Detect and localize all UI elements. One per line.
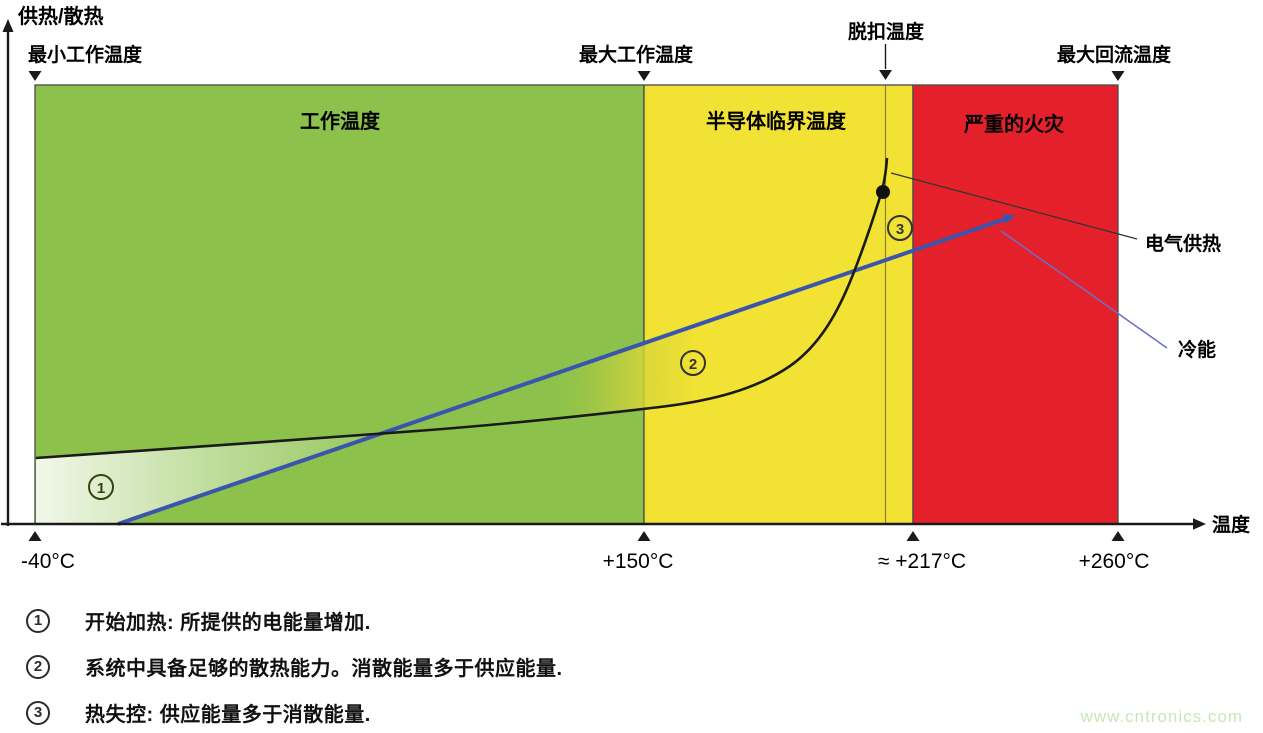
- y-axis-label: 供热/散热: [17, 4, 104, 28]
- x-tick-217: ≈ +217°C: [878, 550, 966, 573]
- legend-2-text: 系统中具备足够的散热能力。消散能量多于供应能量.: [85, 658, 563, 680]
- marker-min-operating-icon: [28, 71, 42, 81]
- annotation-1: 1: [88, 474, 114, 500]
- tick-minus40-icon: [28, 531, 42, 541]
- region-start-heating: [36, 433, 385, 524]
- tick-150-icon: [637, 531, 651, 541]
- min-operating-temp-label: 最小工作温度: [28, 43, 143, 66]
- legend-item-3: 3 热失控: 供应能量多于消散能量.: [26, 698, 371, 727]
- region-dissipation-exceeds-supply: [540, 272, 853, 417]
- x-tick-260: +260°C: [1079, 550, 1150, 573]
- max-reflow-temp-label: 最大回流温度: [1057, 43, 1172, 66]
- legend-2-circled-number: 2: [26, 654, 50, 679]
- zone-semiconductor-label: 半导体临界温度: [706, 109, 847, 133]
- legend-item-2: 2 系统中具备足够的散热能力。消散能量多于供应能量.: [26, 652, 563, 681]
- marker-max-reflow-icon: [1111, 71, 1125, 81]
- cooling-label-leader-line: [1000, 230, 1168, 349]
- annotation-2-number: 2: [689, 356, 697, 373]
- thermal-runaway-point-dot: [876, 185, 890, 199]
- annotation-2: 2: [680, 350, 706, 376]
- electrical-heating-curve: [35, 157, 889, 460]
- legend-1-text: 开始加热: 所提供的电能量增加.: [85, 612, 371, 634]
- max-operating-temp-label: 最大工作温度: [579, 43, 694, 66]
- cooling-series-label: 冷能: [1178, 338, 1216, 361]
- zone-fire-label: 严重的火灾: [963, 112, 1064, 136]
- thermal-chart-canvas: 1 2 3 供热/散热 最小工作温度 最大工作温度 脱扣温度 最大回流温度 工作…: [1, 4, 1251, 573]
- y-axis-arrowhead-icon: [2, 19, 14, 32]
- zone-operating-label: 工作温度: [300, 109, 381, 133]
- heating-label-leader-line: [890, 172, 1138, 240]
- annotation-3: 3: [887, 215, 913, 241]
- legend-3-circled-number: 3: [26, 700, 50, 725]
- x-tick-150: +150°C: [603, 550, 674, 573]
- cooling-line-arrowhead: [1002, 214, 1016, 224]
- marker-trip-icon: [879, 70, 892, 80]
- annotation-1-number: 1: [97, 480, 105, 497]
- legend-3-text: 热失控: 供应能量多于消散能量.: [85, 704, 371, 726]
- marker-max-operating-icon: [637, 71, 651, 81]
- watermark: www.cntronics.com: [1080, 707, 1243, 726]
- cooling-energy-line: [117, 216, 1009, 526]
- legend-item-1: 1 开始加热: 所提供的电能量增加.: [26, 606, 371, 635]
- annotation-3-number: 3: [896, 221, 904, 238]
- x-axis-arrowhead-icon: [1193, 518, 1206, 530]
- tick-217-icon: [906, 531, 920, 541]
- trip-temp-label: 脱扣温度: [848, 20, 925, 43]
- x-tick-minus40: -40°C: [21, 550, 75, 573]
- legend-1-circled-number: 1: [26, 608, 50, 633]
- heating-series-label: 电气供热: [1145, 232, 1221, 255]
- zone-severe-fire: [912, 84, 1119, 525]
- x-axis-label: 温度: [1212, 513, 1251, 536]
- tick-260-icon: [1111, 531, 1125, 541]
